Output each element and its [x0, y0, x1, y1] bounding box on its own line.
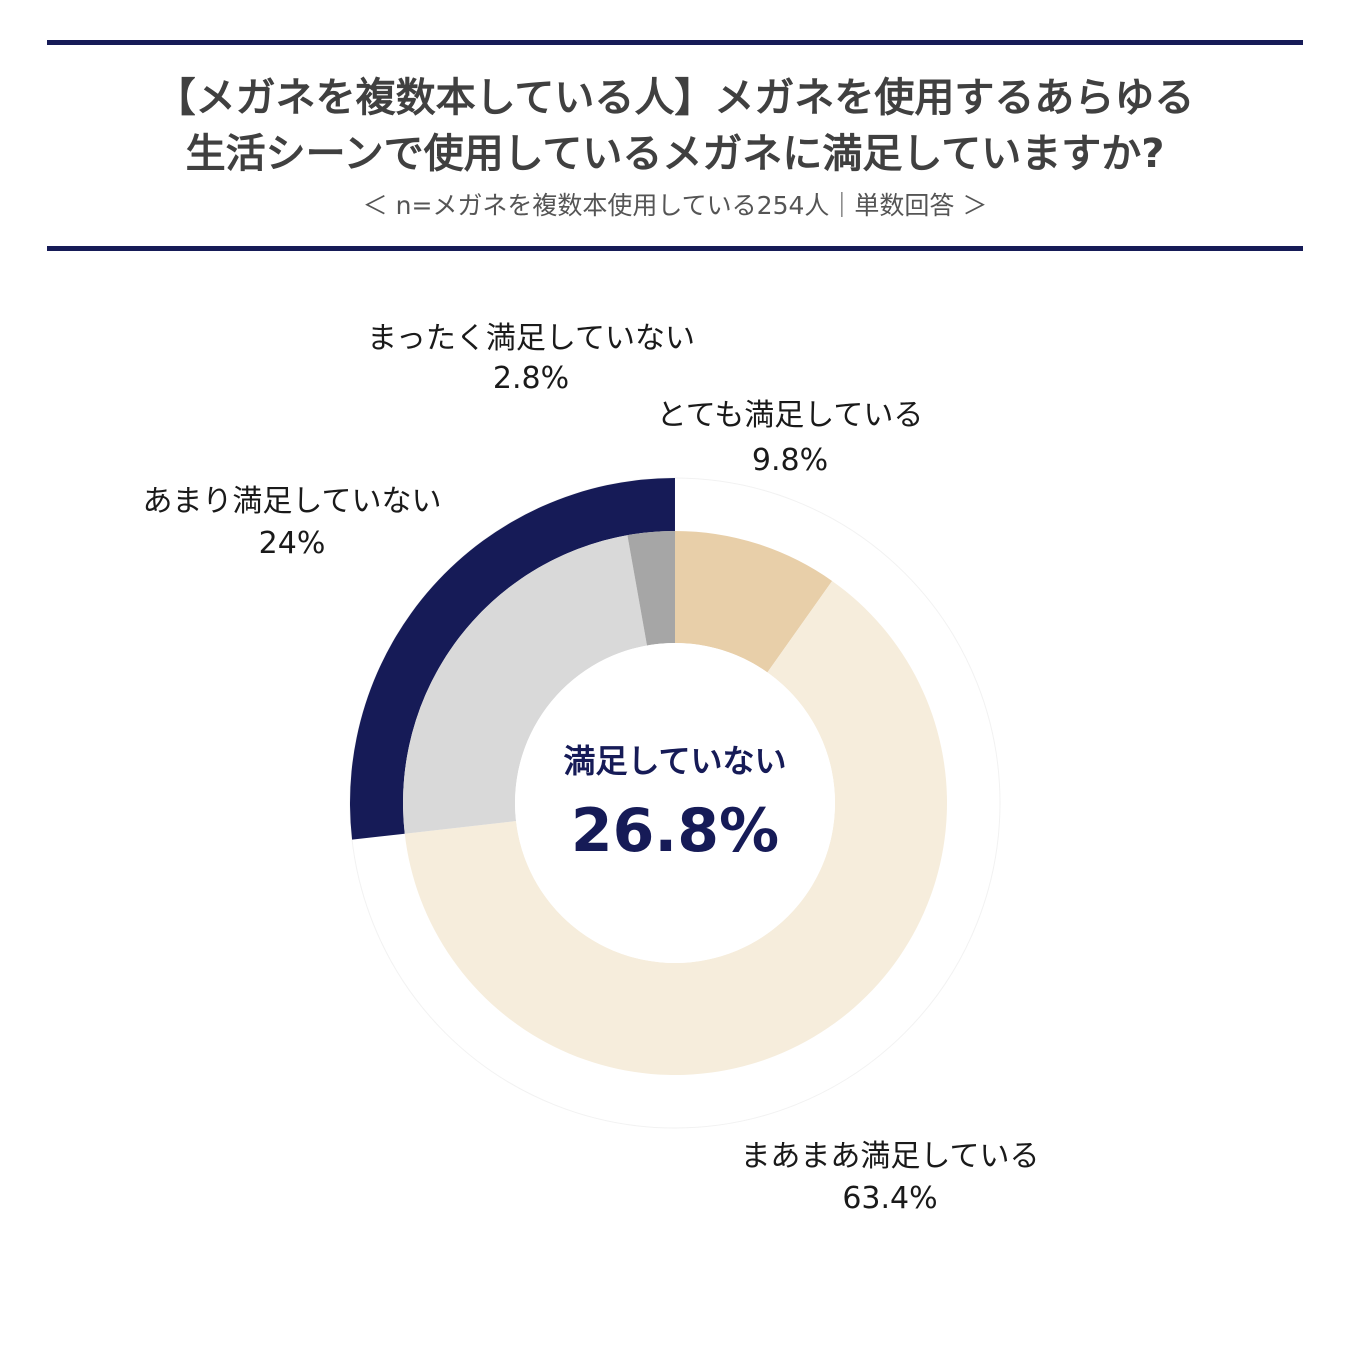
- label-not-very-satisfied: あまり満足していない: [142, 484, 441, 519]
- chart-title: 【メガネを複数本している人】メガネを使用するあらゆる 生活シーンで使用しているメ…: [0, 70, 1350, 182]
- label-somewhat-satisfied: まあまあ満足している: [740, 1139, 1039, 1174]
- chart-subtitle: ＜ n=メガネを複数本使用している254人｜単数回答 ＞: [362, 191, 988, 220]
- label-not-at-all-satisfied: まったく満足していない: [367, 321, 695, 356]
- label-very-satisfied: とても満足している: [657, 398, 924, 433]
- center-value: 26.8%: [571, 796, 779, 866]
- label-not-at-all-satisfied-value: 2.8%: [493, 361, 569, 396]
- chart-title-line2: 生活シーンで使用しているメガネに満足していますか?: [185, 131, 1165, 177]
- donut-hole: [515, 643, 835, 963]
- slice-somewhat-satisfied: [404, 580, 947, 1075]
- label-very-satisfied-value: 9.8%: [752, 443, 828, 478]
- outer-ring-not-satisfied: [350, 478, 675, 840]
- center-label: 満足していない: [563, 742, 786, 780]
- header-bottom-rule: [47, 246, 1303, 251]
- slice-very-satisfied: [675, 531, 833, 673]
- label-somewhat-satisfied-value: 63.4%: [842, 1181, 937, 1216]
- header-top-rule: [47, 40, 1303, 45]
- chart-title-line1: 【メガネを複数本している人】メガネを使用するあらゆる: [155, 75, 1195, 121]
- slice-not-at-all-satisfied: [627, 531, 675, 646]
- label-not-very-satisfied-value: 24%: [259, 526, 326, 561]
- slice-not-very-satisfied: [403, 535, 647, 834]
